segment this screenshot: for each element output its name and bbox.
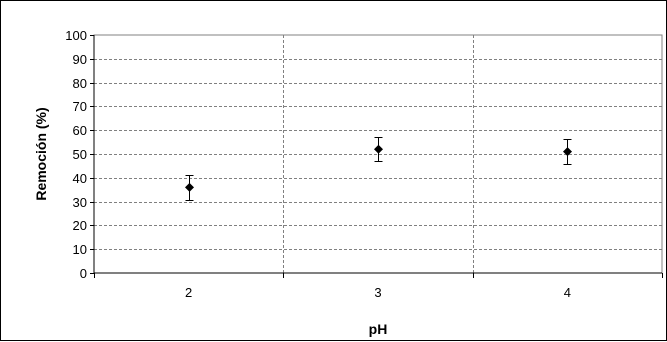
y-tick-label: 20 [73, 218, 87, 233]
y-tick-label: 50 [73, 147, 87, 162]
data-point-marker [374, 144, 383, 154]
y-tick-group: 0 10 20 30 40 50 60 70 80 90 100 [65, 28, 94, 281]
data-point-marker [563, 147, 572, 157]
y-tick-label: 70 [73, 99, 87, 114]
y-tick-label: 90 [73, 52, 87, 67]
y-axis-title: Remoción (%) [33, 107, 49, 200]
y-tick-label: 30 [73, 195, 87, 210]
x-axis-title: pH [369, 321, 388, 337]
data-points [185, 137, 572, 201]
x-tick-group: 2 3 4 [94, 273, 663, 300]
y-tick-label: 10 [73, 242, 87, 257]
x-tick-label: 4 [564, 285, 571, 300]
y-tick-label: 60 [73, 123, 87, 138]
y-tick-label: 100 [65, 28, 87, 43]
y-tick-label: 40 [73, 171, 87, 186]
x-tick-label: 2 [185, 285, 192, 300]
y-tick-label: 80 [73, 76, 87, 91]
x-tick-label: 3 [374, 285, 381, 300]
y-tick-label: 0 [80, 266, 87, 281]
data-point-marker [185, 182, 194, 192]
